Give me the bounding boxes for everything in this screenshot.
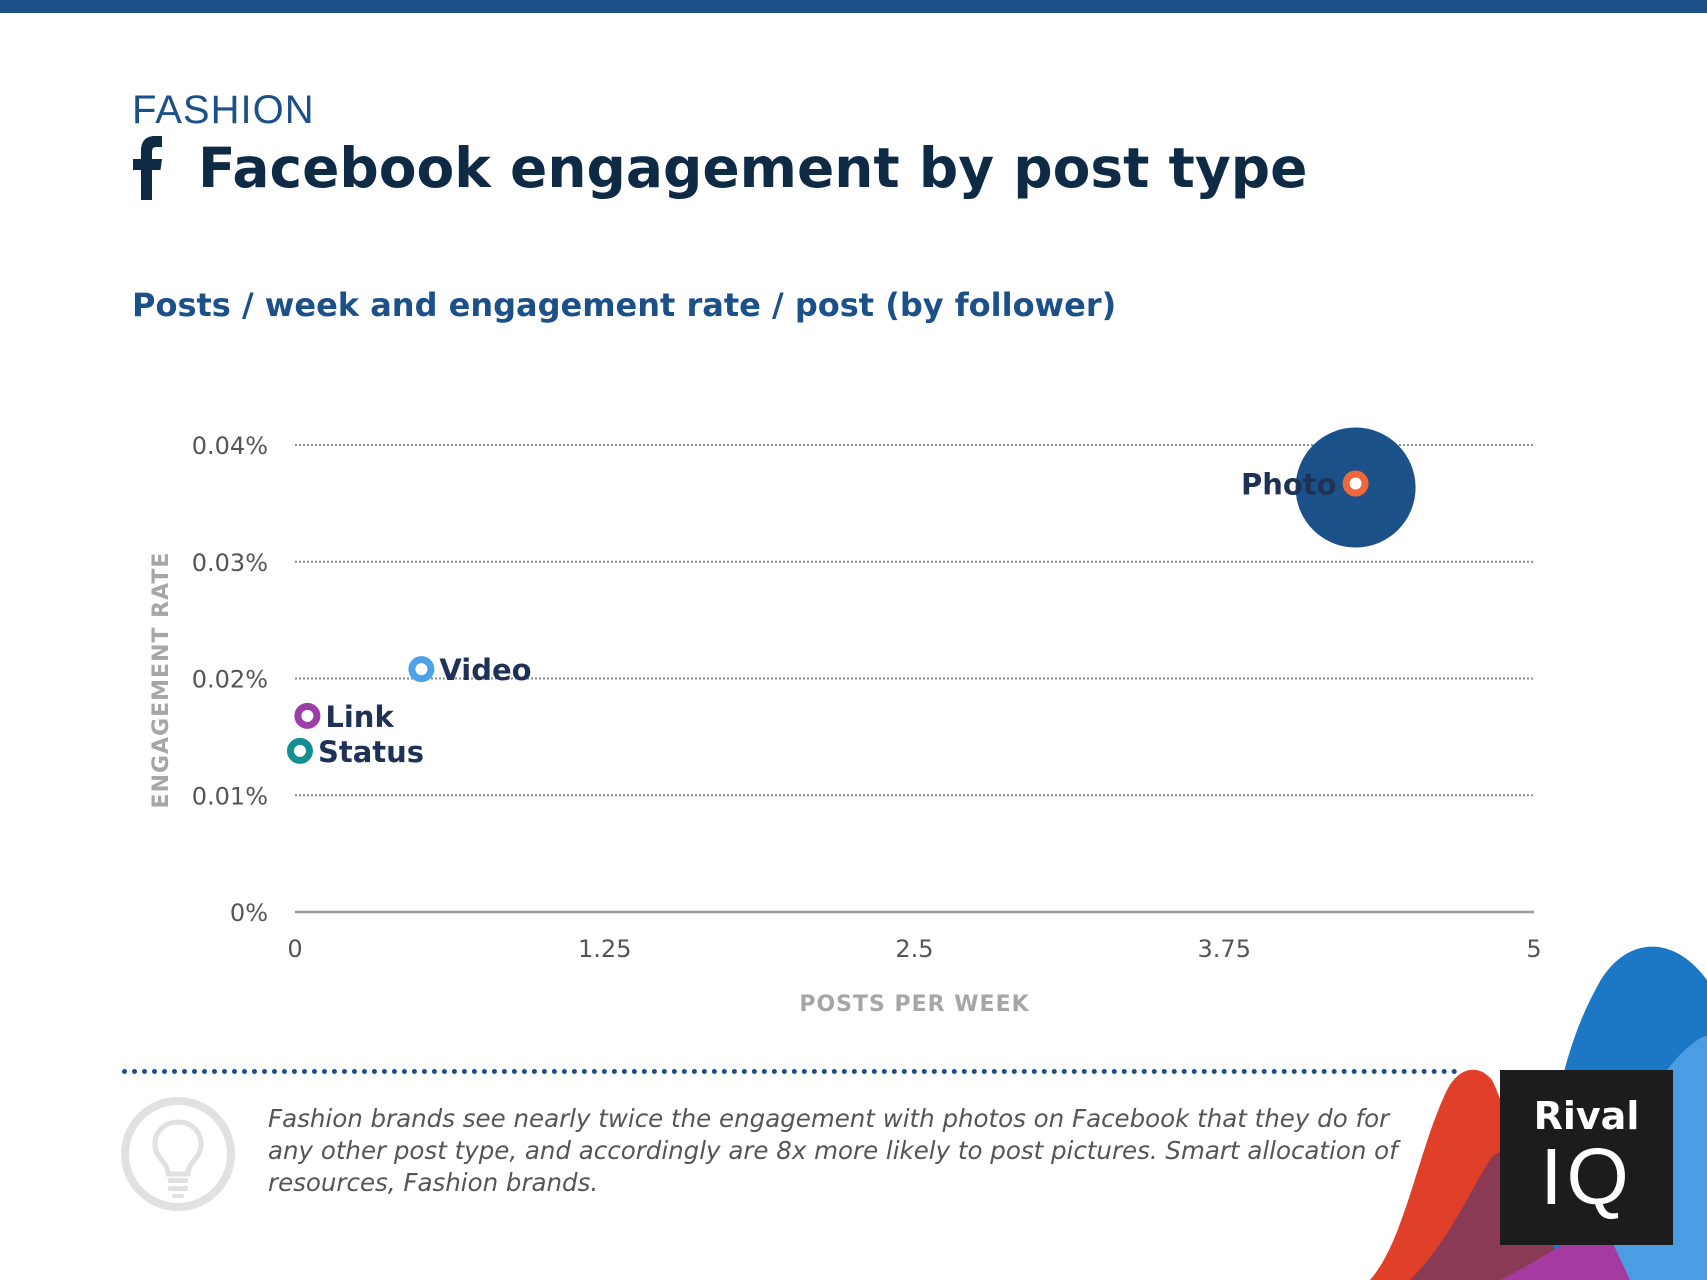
y-tick-label: 0.02% xyxy=(192,666,268,694)
lightbulb-icon xyxy=(121,1097,235,1211)
point-marker-status xyxy=(286,737,313,764)
axes: 0% 0.01% 0.02% 0.03% 0.04% 0 1.25 2.5 3.75 5 POSTS… xyxy=(149,432,1542,1017)
point-label-video: Video xyxy=(439,653,531,687)
facebook-icon xyxy=(133,136,162,200)
x-axis-title: POSTS PER WEEK xyxy=(799,992,1029,1017)
point-marker-video xyxy=(408,656,435,683)
y-tick-label: 0% xyxy=(230,899,268,927)
x-tick-label: 3.75 xyxy=(1198,935,1251,963)
top-accent-bar xyxy=(0,0,1707,13)
x-tick-label: 0 xyxy=(287,935,302,963)
point-label-photo: Photo xyxy=(1241,468,1337,502)
logo-text-iq: IQ xyxy=(1540,1132,1633,1221)
point-marker-photo xyxy=(1342,470,1369,497)
x-tick-label: 1.25 xyxy=(578,935,631,963)
footer-divider xyxy=(122,1069,1458,1074)
scatter-chart: 0% 0.01% 0.02% 0.03% 0.04% 0 1.25 2.5 3.75 5 POSTS… xyxy=(149,427,1542,1017)
x-tick-label: 2.5 xyxy=(895,935,933,963)
point-label-link: Link xyxy=(325,700,394,734)
logo-text-rival: Rival xyxy=(1533,1094,1640,1138)
y-axis-title: ENGAGEMENT RATE xyxy=(149,552,174,809)
insight-note: Fashion brands see nearly twice the enga… xyxy=(268,1104,1398,1197)
title-row: Facebook engagement by post type xyxy=(132,132,1307,204)
y-tick-label: 0.04% xyxy=(192,432,268,460)
chart-subtitle: Posts / week and engagement rate / post … xyxy=(132,286,1117,324)
y-tick-label: 0.03% xyxy=(192,549,268,577)
category-label: FASHION xyxy=(132,88,315,132)
x-tick-label: 5 xyxy=(1526,935,1541,963)
point-marker-link xyxy=(294,702,321,729)
page-title: Facebook engagement by post type xyxy=(198,136,1308,200)
point-label-status: Status xyxy=(318,735,424,769)
y-tick-label: 0.01% xyxy=(192,782,268,810)
rival-iq-logo: Rival IQ xyxy=(1500,1070,1673,1245)
